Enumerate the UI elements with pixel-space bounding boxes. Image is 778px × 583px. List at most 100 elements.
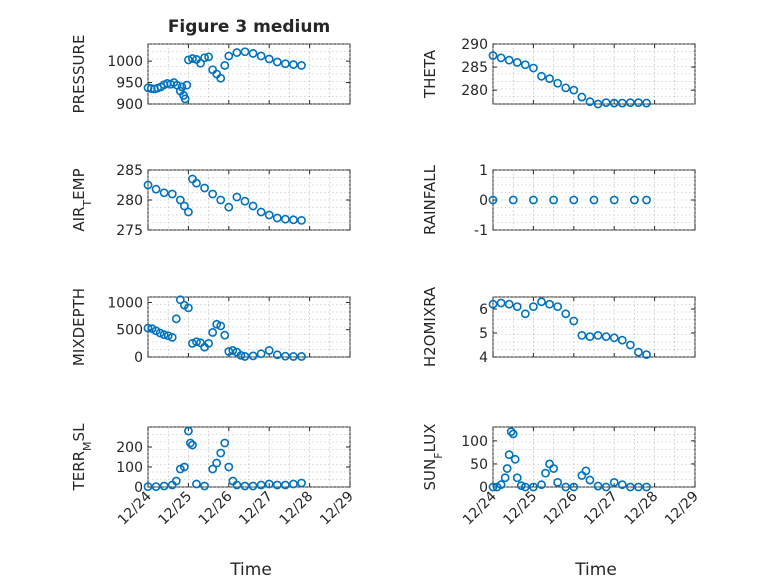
data-point	[585, 97, 595, 107]
data-point	[224, 462, 234, 472]
data-point	[272, 213, 282, 223]
data-point	[228, 346, 238, 355]
data-point	[182, 80, 192, 90]
data-point	[240, 196, 250, 206]
data-point	[232, 192, 242, 202]
data-point	[496, 53, 506, 63]
y-tick-label: 6	[479, 302, 488, 318]
y-axis-label: THETA	[421, 49, 439, 99]
data-point	[516, 481, 526, 491]
subplot-theta: 280 285 290 THETA	[421, 37, 696, 109]
data-point	[593, 99, 603, 109]
data-point	[192, 178, 201, 188]
data-point	[561, 83, 571, 93]
data-point	[510, 454, 520, 464]
data-point	[537, 480, 546, 490]
data-point	[200, 53, 209, 63]
data-point	[280, 351, 290, 361]
data-point	[183, 55, 193, 65]
data-point	[549, 195, 558, 205]
data-point	[188, 440, 197, 450]
y-tick-label: 280	[116, 193, 143, 209]
data-point	[581, 466, 591, 476]
data-point	[155, 328, 165, 338]
data-point	[593, 481, 603, 491]
data-point	[561, 309, 571, 319]
data-point	[248, 49, 258, 58]
data-point	[553, 477, 563, 487]
data-point	[537, 297, 546, 307]
data-point	[297, 478, 306, 488]
data-point	[224, 202, 234, 212]
data-point	[151, 184, 161, 194]
y-tick-label: 100	[461, 434, 488, 450]
data-point	[545, 74, 554, 84]
data-point	[297, 61, 306, 70]
y-tick-label: 280	[461, 83, 488, 99]
data-point	[488, 51, 498, 60]
data-point	[200, 183, 209, 193]
data-point	[642, 195, 651, 205]
data-point	[634, 98, 643, 108]
data-point	[208, 464, 218, 474]
data-point	[272, 480, 282, 490]
data-point	[248, 201, 258, 211]
data-point	[549, 464, 558, 473]
data-point	[593, 330, 603, 340]
y-tick-label: 100	[116, 460, 143, 476]
data-point	[289, 479, 298, 489]
data-point	[569, 482, 579, 492]
data-point	[212, 458, 222, 468]
data-point	[248, 351, 258, 361]
data-point	[617, 480, 627, 490]
data-point	[297, 352, 306, 361]
data-point	[163, 331, 173, 341]
data-point	[630, 195, 639, 205]
data-point	[151, 482, 161, 491]
data-point	[188, 338, 197, 348]
y-tick-label: 285	[461, 60, 488, 76]
data-point	[500, 473, 510, 483]
data-point	[625, 340, 635, 350]
data-point	[289, 352, 298, 361]
data-point	[520, 60, 530, 70]
x-tick-label: 12/28	[277, 489, 317, 529]
y-tick-label: -1	[474, 223, 488, 239]
y-tick-label: 0	[479, 193, 488, 209]
x-tick-label: 12/29	[662, 489, 702, 529]
y-tick-label: 1000	[107, 295, 143, 311]
y-axis-label: H2OMIXRA	[421, 286, 439, 367]
data-point	[240, 352, 250, 361]
data-point	[180, 94, 190, 104]
data-point	[529, 63, 538, 73]
data-point	[159, 188, 169, 198]
data-point	[212, 319, 222, 329]
data-point	[196, 58, 205, 68]
y-axis-label: RAINFALL	[421, 164, 439, 235]
data-point	[220, 330, 230, 340]
data-point	[506, 427, 516, 437]
data-point	[272, 350, 282, 360]
data-point	[272, 57, 282, 67]
data-point	[264, 346, 274, 355]
data-point	[512, 302, 522, 311]
y-tick-label: 0	[134, 480, 143, 496]
y-axis-label: TERRMSL	[70, 423, 94, 492]
data-point	[541, 468, 550, 478]
subplot-mixdepth: 0 500 1000 MIXDEPTH	[70, 288, 351, 366]
data-point	[179, 201, 189, 211]
data-point	[216, 73, 226, 83]
data-point	[488, 482, 498, 492]
data-point	[569, 316, 579, 326]
data-point	[520, 309, 530, 319]
data-point	[167, 332, 177, 342]
data-point	[537, 71, 546, 81]
x-axis-label: Time	[574, 560, 617, 580]
data-point	[502, 464, 512, 473]
data-point	[508, 195, 518, 205]
data-point	[175, 295, 185, 305]
data-point	[488, 195, 498, 205]
data-point	[256, 480, 266, 490]
data-point	[577, 92, 587, 102]
